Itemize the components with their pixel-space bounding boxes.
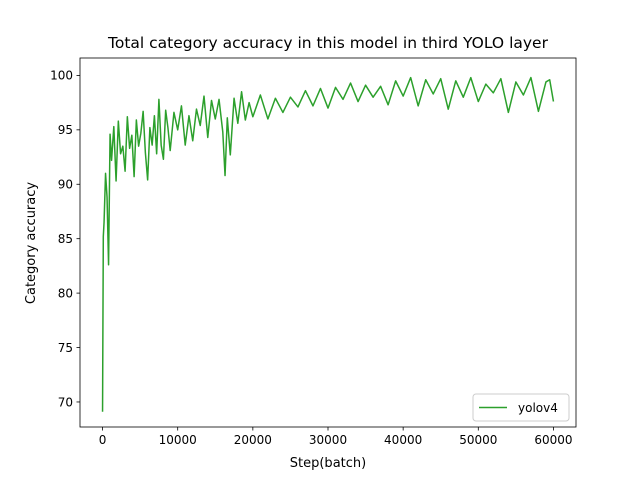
x-tick-label: 30000 — [309, 433, 347, 447]
x-tick-label: 60000 — [534, 433, 572, 447]
series-line-yolov4 — [101, 76, 555, 412]
legend-box — [472, 393, 570, 422]
chart-title: Total category accuracy in this model in… — [107, 34, 549, 52]
y-tick-label: 85 — [58, 232, 73, 246]
x-tick-label: 40000 — [384, 433, 422, 447]
legend-label-yolov4: yolov4 — [518, 401, 558, 415]
y-tick-label: 100 — [50, 69, 73, 83]
plot-area: 0 10000 20000 30000 40000 50000 60000 70 75 80 85 9… — [50, 57, 577, 447]
y-tick-label: 70 — [58, 395, 73, 409]
x-axis-title: Step(batch) — [290, 456, 366, 471]
x-tick-label: 10000 — [159, 433, 197, 447]
x-tick-label: 20000 — [234, 433, 272, 447]
x-tick-label: 0 — [99, 433, 107, 447]
y-tick-label: 75 — [58, 341, 73, 355]
y-tick-label: 80 — [58, 286, 73, 300]
y-tick-label: 90 — [58, 178, 73, 192]
y-tick-label: 95 — [58, 123, 73, 137]
y-axis-title: Category accuracy — [24, 182, 39, 304]
x-tick-label: 50000 — [459, 433, 497, 447]
